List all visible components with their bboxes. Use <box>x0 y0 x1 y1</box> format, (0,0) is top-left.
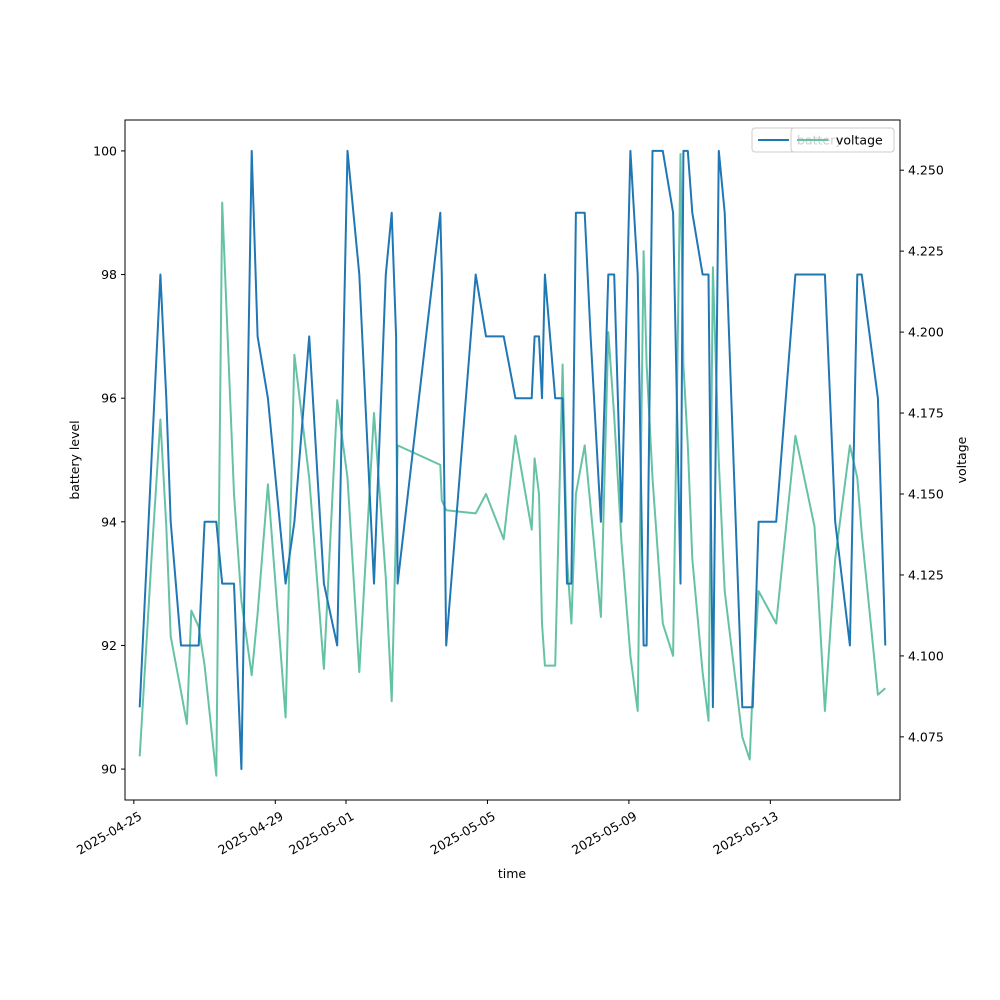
x-axis-label: time <box>498 866 527 881</box>
series-line-battery <box>138 149 887 771</box>
legend-voltage: voltage <box>790 127 895 153</box>
series-line-voltage <box>138 153 886 777</box>
right-y-tick-label: 4.100 <box>908 648 944 663</box>
left-y-tick-label: 92 <box>101 638 117 653</box>
left-y-axis-label: battery level <box>67 420 82 499</box>
left-y-tick-label: 96 <box>101 391 117 406</box>
right-y-tick-label: 4.200 <box>908 325 944 340</box>
legend-voltage-label: voltage <box>836 133 883 148</box>
legend-voltage-box <box>790 127 895 153</box>
right-y-tick-label: 4.075 <box>908 729 944 744</box>
right-y-axis-label: voltage <box>954 436 969 483</box>
right-y-tick-label: 4.250 <box>908 163 944 178</box>
right-y-tick-label: 4.125 <box>908 567 944 582</box>
right-y-tick-label: 4.175 <box>908 406 944 421</box>
left-y-tick-label: 100 <box>93 143 117 158</box>
left-y-tick-label: 98 <box>101 267 117 282</box>
right-y-tick-label: 4.225 <box>908 244 944 259</box>
left-y-axis: 90 92 94 96 98 100 <box>93 143 125 777</box>
left-y-tick-label: 94 <box>101 514 117 529</box>
plot-frame <box>124 119 901 801</box>
plot-lines <box>138 149 887 777</box>
right-y-tick-label: 4.150 <box>908 487 944 502</box>
right-y-axis: 4.075 4.100 4.125 4.150 4.175 4.200 4.225 4.250 <box>900 163 944 744</box>
left-y-tick-label: 90 <box>101 762 117 777</box>
